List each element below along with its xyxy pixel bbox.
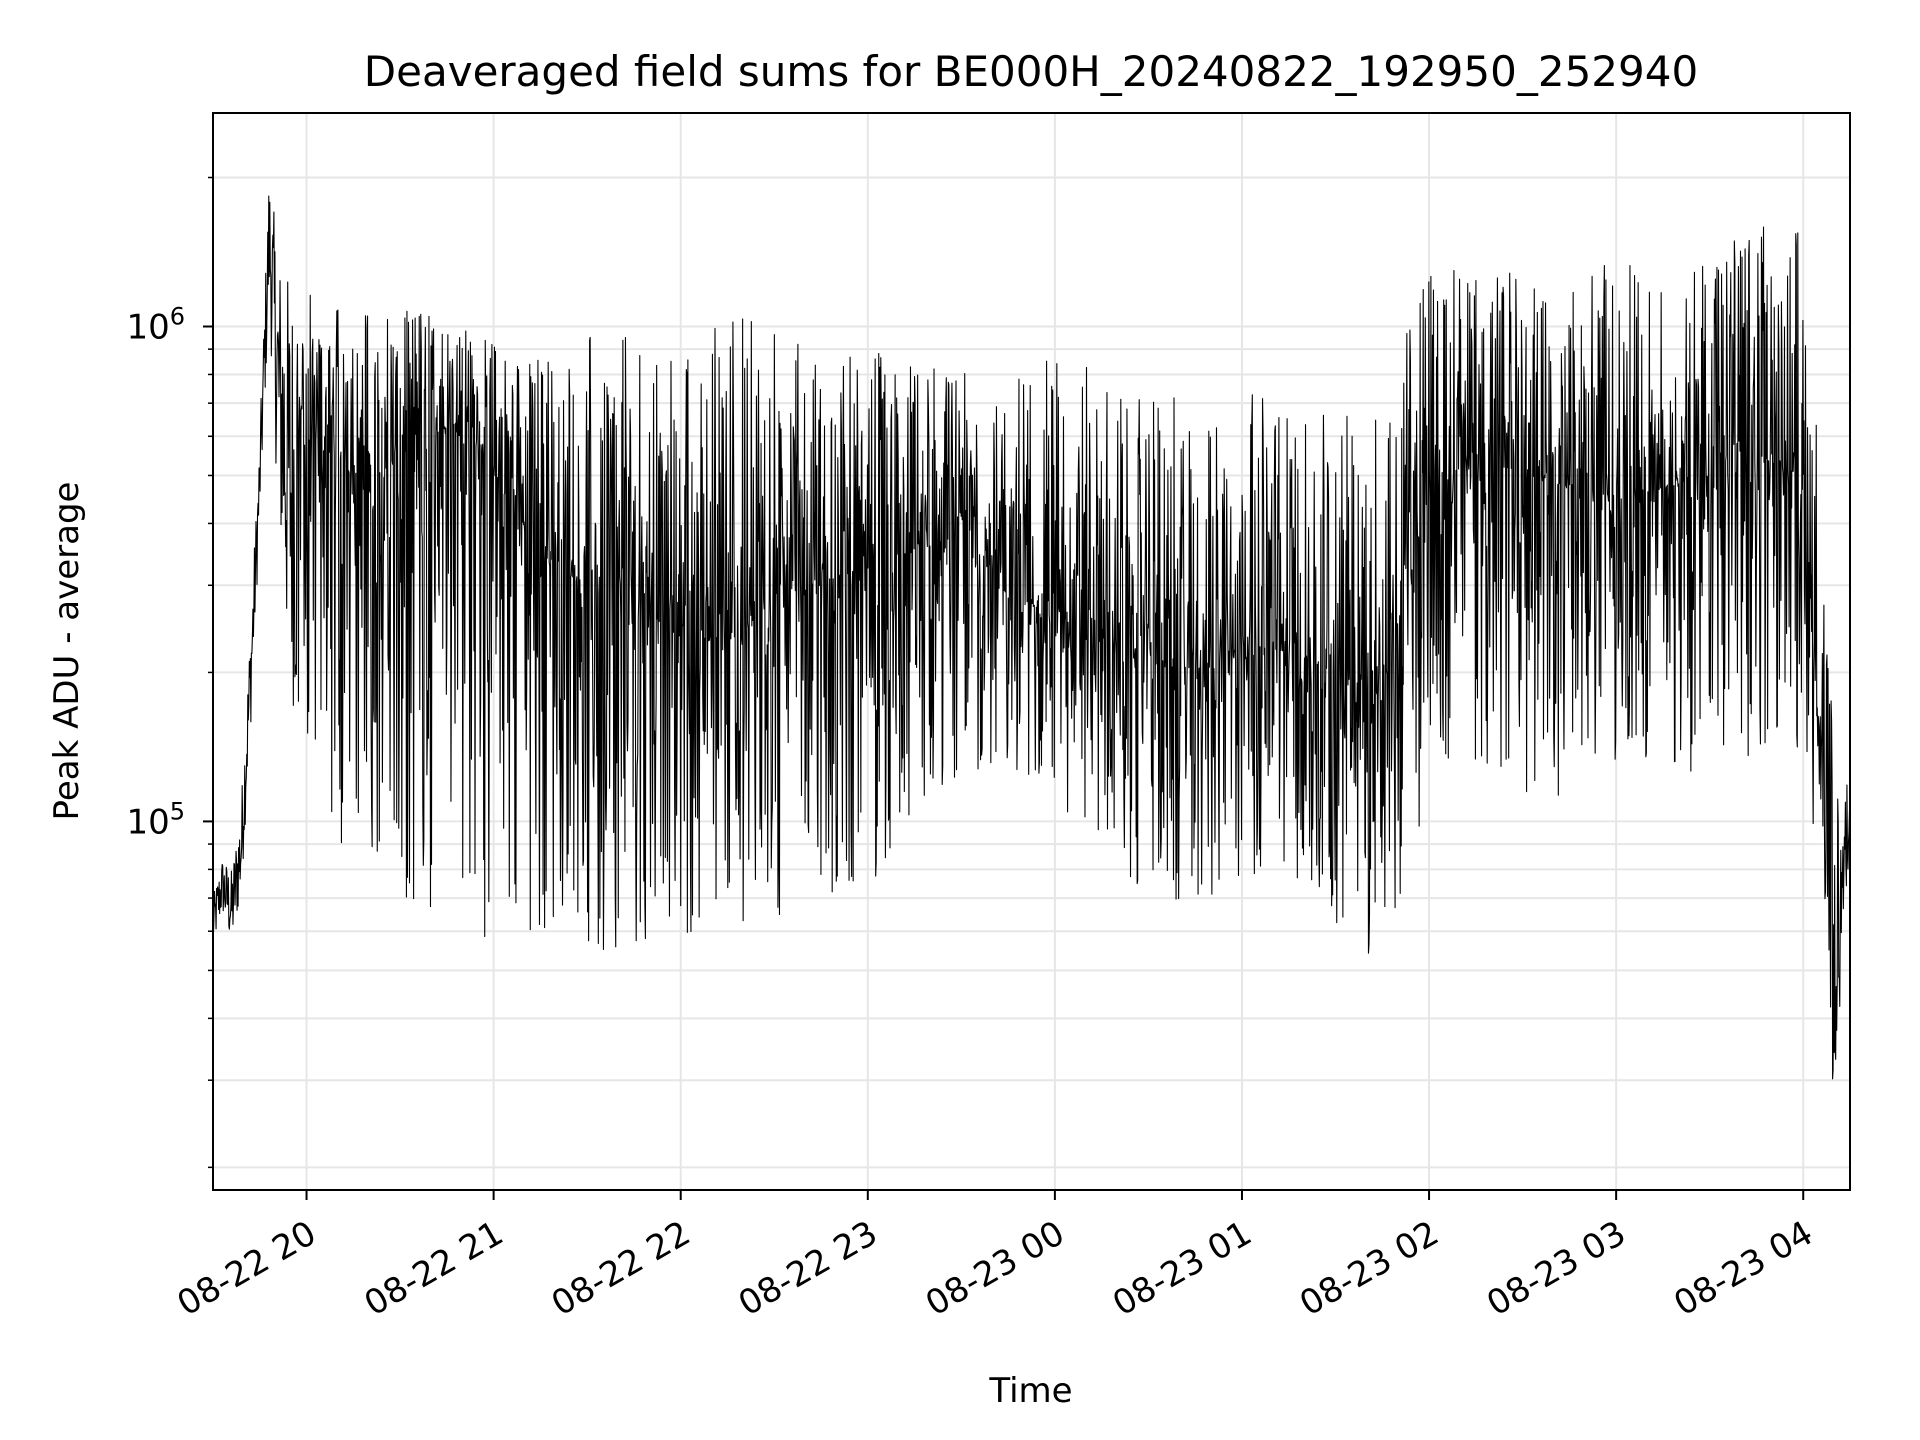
x-tick-label: 08-22 22: [545, 1213, 697, 1324]
series-path: [212, 195, 1851, 1080]
y-axis-label: Peak ADU - average: [47, 482, 87, 821]
series-line: [212, 195, 1851, 1080]
plot-frame: [212, 112, 1851, 1191]
x-tick-label: 08-22 20: [171, 1213, 323, 1324]
x-tick-label: 08-23 03: [1480, 1213, 1632, 1324]
x-tick-label: 08-23 01: [1106, 1213, 1258, 1324]
x-tick-label: 08-23 04: [1667, 1213, 1819, 1324]
y-tick-label: 105: [126, 797, 185, 842]
x-tick-label: 08-22 21: [358, 1213, 510, 1324]
x-tick-label: 08-23 02: [1293, 1213, 1445, 1324]
x-axis-label: Time: [988, 1371, 1072, 1411]
x-axis: 08-22 20 08-22 21 08-22 22 08-22 23 08-23 00…: [171, 1190, 1820, 1324]
chart-title: Deaveraged field sums for BE000H_2024082…: [364, 47, 1698, 96]
y-tick-label: 106: [126, 302, 185, 347]
x-tick-label: 08-22 23: [732, 1213, 884, 1324]
x-tick-label: 08-23 00: [919, 1213, 1071, 1324]
y-axis: 105 106: [126, 176, 213, 1169]
